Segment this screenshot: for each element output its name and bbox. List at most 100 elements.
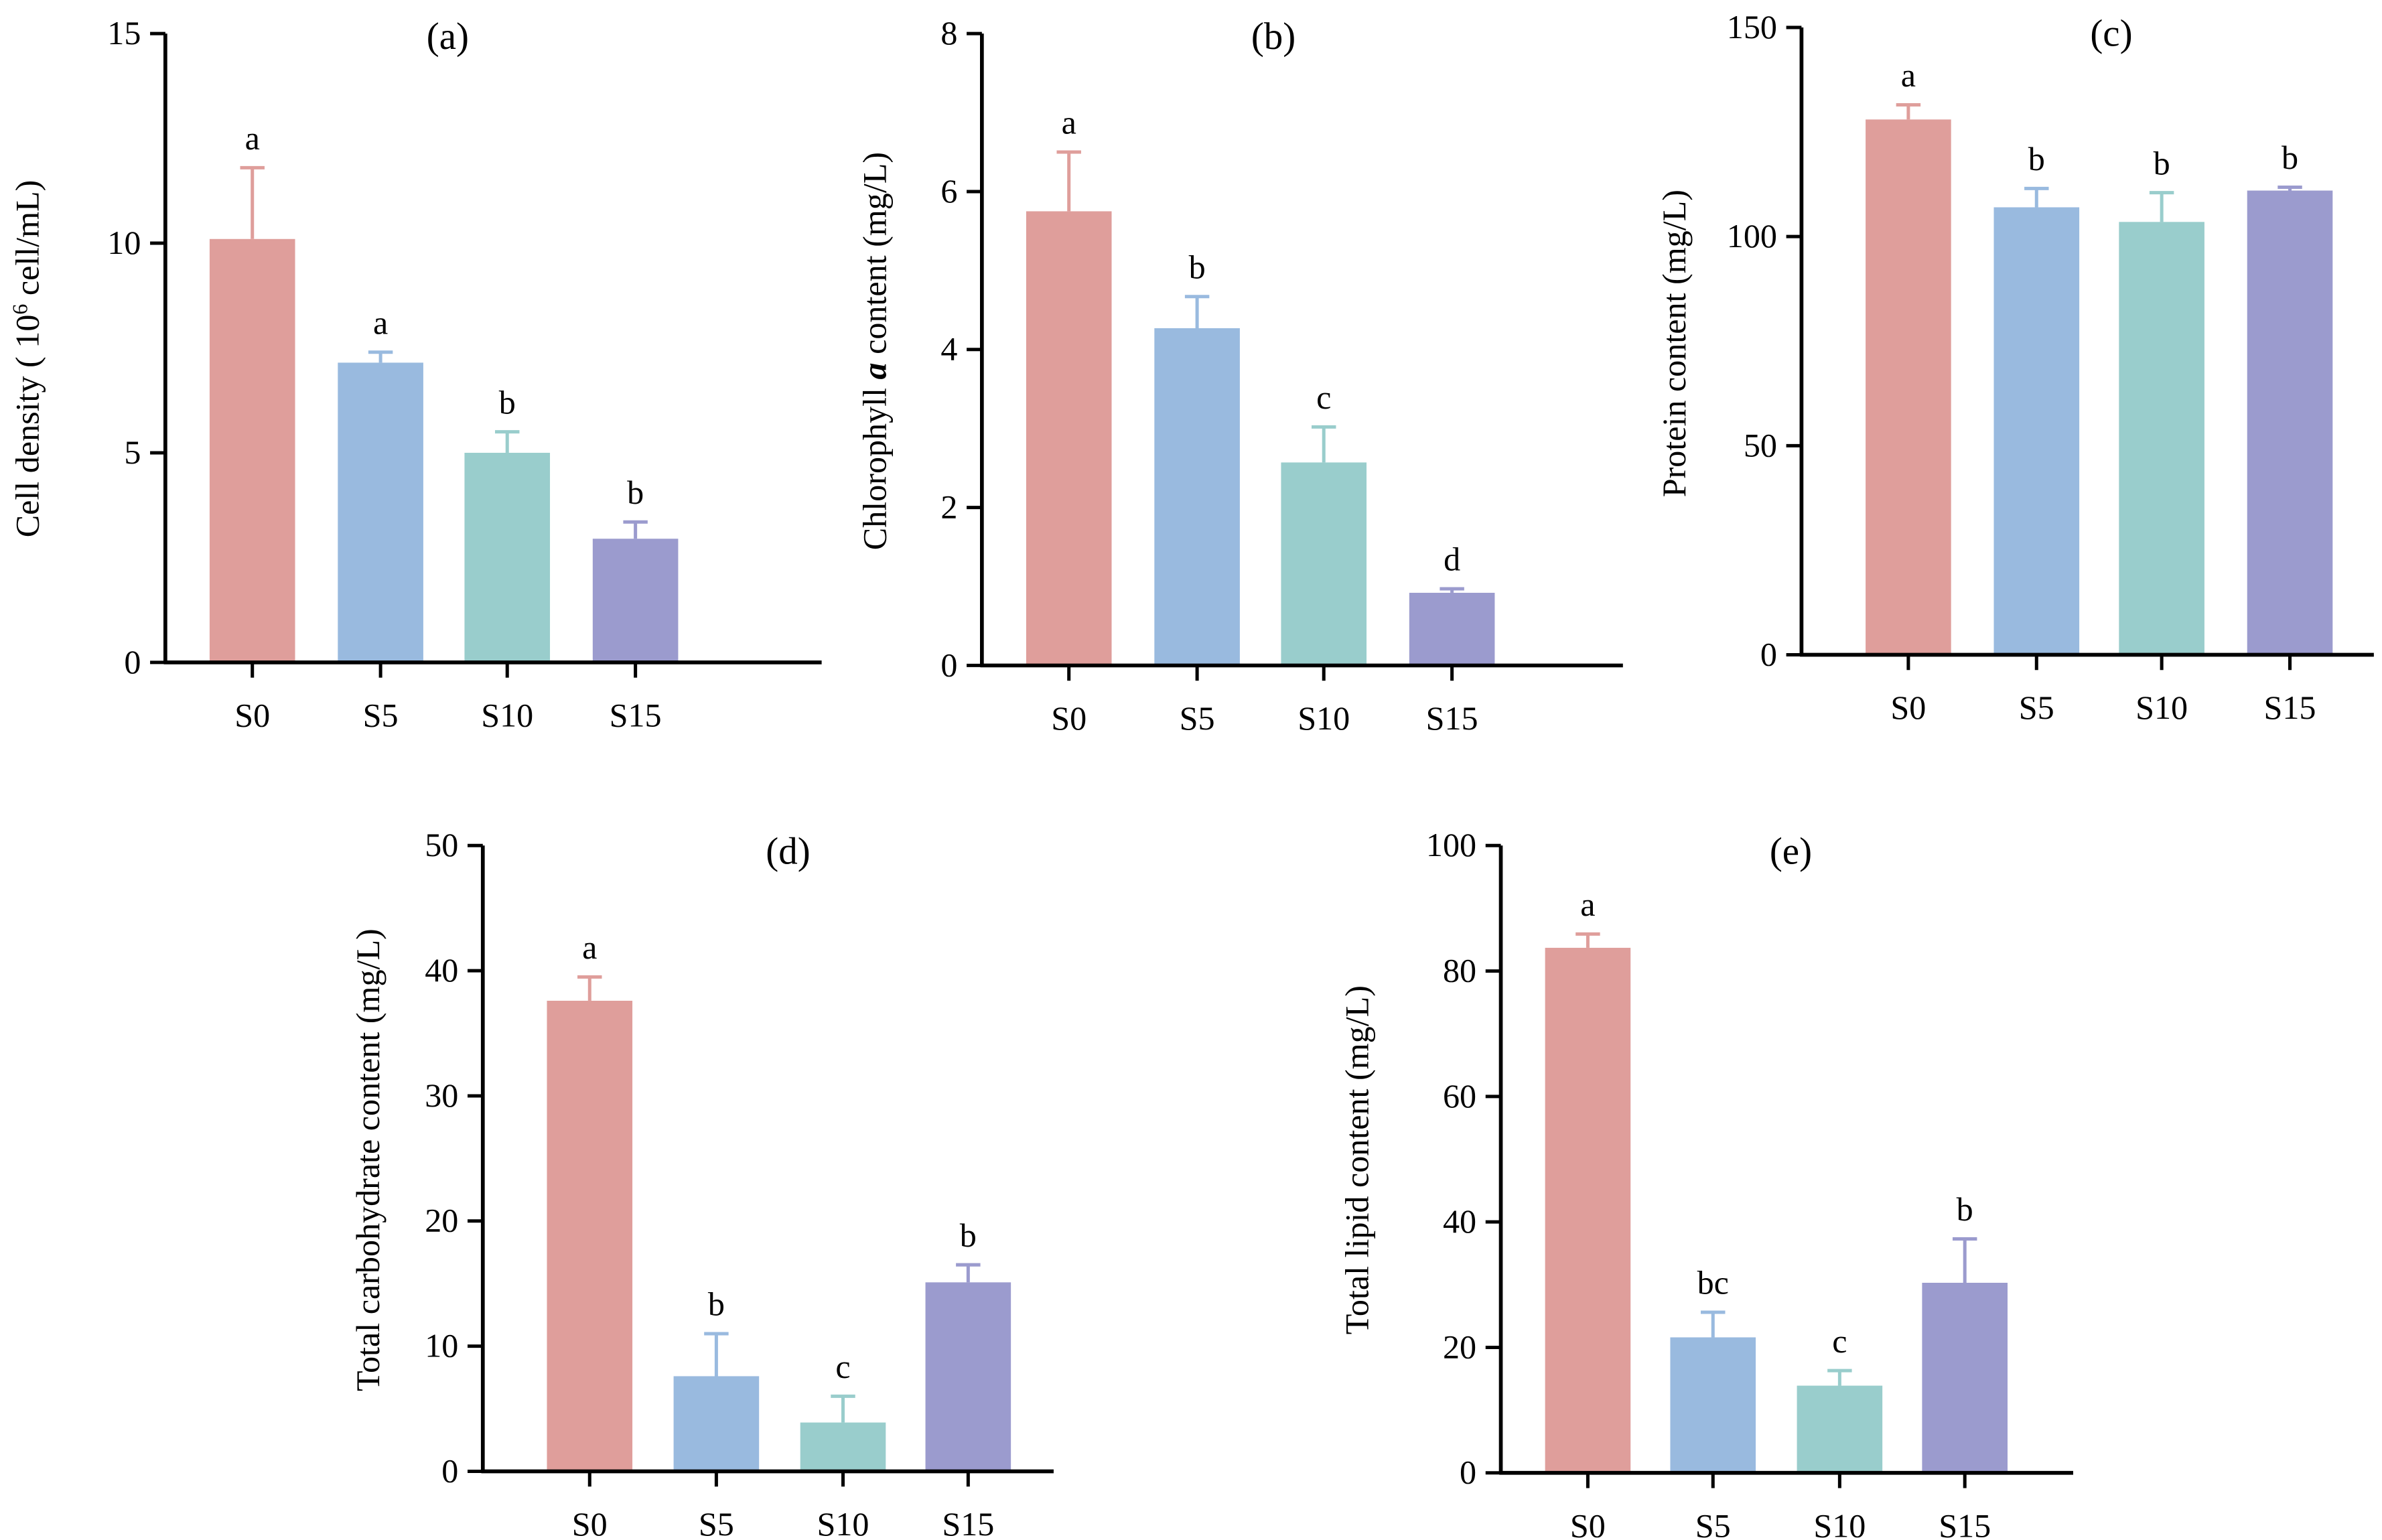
bar-S0 bbox=[209, 238, 295, 662]
significance-letter: b bbox=[627, 474, 644, 511]
y-tick-label: 40 bbox=[425, 951, 458, 989]
x-tick-label: S15 bbox=[1939, 1507, 1991, 1540]
x-tick-label: S0 bbox=[1890, 689, 1926, 726]
y-axis-label-part: Total carbohydrate content (mg/L) bbox=[349, 928, 387, 1391]
significance-letter: a bbox=[1062, 104, 1076, 141]
y-tick-label: 0 bbox=[441, 1452, 458, 1489]
y-axis-label-part: cell/mL) bbox=[9, 180, 46, 304]
y-tick-label: 10 bbox=[425, 1327, 458, 1364]
y-axis-label-part: content (mg/L) bbox=[855, 152, 893, 362]
y-tick-label: 60 bbox=[1443, 1077, 1476, 1115]
y-tick-label: 40 bbox=[1443, 1202, 1476, 1240]
chart-panel-c: a S0 b S5 b S10 b S15 0 50 100 150 (c) Protein conten… bbox=[1655, 8, 2374, 726]
x-tick-label: S5 bbox=[2019, 689, 2054, 726]
y-tick-label: 0 bbox=[1760, 635, 1777, 673]
y-tick-label: 0 bbox=[1460, 1454, 1476, 1491]
significance-letter: b bbox=[1957, 1190, 1973, 1228]
significance-letter: a bbox=[582, 928, 597, 966]
significance-letter: a bbox=[373, 303, 388, 341]
panel-title: (d) bbox=[766, 831, 810, 873]
y-tick-label: 4 bbox=[940, 330, 957, 368]
bar-S0 bbox=[547, 1000, 633, 1472]
x-tick-label: S0 bbox=[234, 697, 270, 734]
y-tick-label: 6 bbox=[940, 172, 957, 210]
bar-S5 bbox=[1993, 207, 2080, 655]
y-tick-label: 100 bbox=[1727, 217, 1777, 255]
y-tick-label: 20 bbox=[1443, 1328, 1476, 1365]
panel-title: (b) bbox=[1251, 15, 1295, 58]
bar-S10 bbox=[1797, 1385, 1883, 1473]
x-tick-label: S15 bbox=[942, 1505, 994, 1540]
bar-S10 bbox=[464, 452, 551, 662]
y-tick-label: 80 bbox=[1443, 952, 1476, 989]
x-tick-label: S15 bbox=[610, 697, 662, 734]
y-axis-label-part: a bbox=[855, 362, 893, 379]
bar-S10 bbox=[800, 1422, 886, 1472]
x-tick-label: S5 bbox=[699, 1505, 734, 1540]
bar-S5 bbox=[1154, 328, 1240, 666]
x-tick-label: S10 bbox=[481, 697, 533, 734]
significance-letter: a bbox=[245, 119, 260, 157]
significance-letter: a bbox=[1580, 886, 1595, 923]
y-axis-label: Total lipid content (mg/L) bbox=[1338, 985, 1375, 1334]
bar-S0 bbox=[1545, 947, 1631, 1473]
bar-S10 bbox=[2119, 222, 2204, 655]
x-tick-label: S15 bbox=[2264, 689, 2316, 726]
y-tick-label: 2 bbox=[940, 488, 957, 526]
x-tick-label: S10 bbox=[2135, 689, 2188, 726]
y-tick-label: 0 bbox=[124, 643, 141, 681]
y-tick-label: 100 bbox=[1426, 826, 1476, 863]
significance-letter: c bbox=[1832, 1322, 1847, 1360]
bar-S15 bbox=[2247, 190, 2333, 655]
significance-letter: bc bbox=[1697, 1264, 1729, 1302]
x-tick-label: S5 bbox=[363, 697, 399, 734]
x-tick-label: S0 bbox=[1051, 699, 1087, 737]
bar-S5 bbox=[338, 362, 423, 662]
significance-letter: b bbox=[960, 1216, 977, 1254]
y-axis-label: Cell density ( 106 cell/mL) bbox=[8, 180, 46, 538]
y-axis-label: Protein content (mg/L) bbox=[1655, 190, 1693, 497]
significance-letter: a bbox=[1901, 56, 1916, 94]
bar-S15 bbox=[925, 1282, 1011, 1472]
y-tick-label: 0 bbox=[940, 646, 957, 683]
bar-S15 bbox=[1922, 1282, 2008, 1473]
chart-panel-d: a S0 b S5 c S10 b S15 0 10 20 30 40 50 (d) Total carboh… bbox=[349, 826, 1054, 1540]
bar-S10 bbox=[1281, 462, 1367, 666]
y-tick-label: 150 bbox=[1727, 8, 1777, 46]
y-axis-label-part: Protein content (mg/L) bbox=[1655, 190, 1693, 497]
significance-letter: d bbox=[1444, 541, 1460, 578]
significance-letter: b bbox=[1189, 248, 1206, 285]
significance-letter: c bbox=[835, 1348, 850, 1385]
x-tick-label: S10 bbox=[1298, 699, 1350, 737]
bar-S15 bbox=[1409, 592, 1495, 666]
y-tick-label: 50 bbox=[1744, 426, 1777, 464]
x-tick-label: S10 bbox=[1813, 1507, 1866, 1540]
y-tick-label: 50 bbox=[425, 826, 458, 863]
bar-S5 bbox=[1670, 1337, 1756, 1473]
y-tick-label: 5 bbox=[124, 433, 141, 471]
x-tick-label: S15 bbox=[1426, 699, 1478, 737]
x-tick-label: S0 bbox=[572, 1505, 608, 1540]
x-tick-label: S10 bbox=[817, 1505, 869, 1540]
chart-panel-a: a S0 a S5 b S10 b S15 0 5 10 15 (a) Cell density ( 10… bbox=[8, 14, 822, 734]
y-axis-label-part: Chlorophyll bbox=[855, 379, 893, 550]
x-tick-label: S5 bbox=[1695, 1507, 1731, 1540]
y-tick-label: 30 bbox=[425, 1076, 458, 1114]
panel-title: (c) bbox=[2090, 12, 2132, 54]
panel-title: (a) bbox=[427, 15, 469, 58]
y-axis-label-part: Total lipid content (mg/L) bbox=[1338, 985, 1375, 1334]
y-axis-label-part: Cell density ( 10 bbox=[9, 315, 46, 538]
y-axis-label: Total carbohydrate content (mg/L) bbox=[349, 928, 387, 1391]
bar-S5 bbox=[673, 1376, 760, 1472]
y-tick-label: 15 bbox=[107, 14, 141, 52]
y-axis-label-part: 6 bbox=[8, 304, 31, 315]
significance-letter: b bbox=[2282, 139, 2298, 176]
x-tick-label: S5 bbox=[1180, 699, 1215, 737]
bar-S0 bbox=[1866, 119, 1951, 655]
significance-letter: b bbox=[708, 1285, 725, 1323]
bar-S15 bbox=[592, 539, 679, 662]
bar-S0 bbox=[1026, 211, 1112, 666]
chart-panel-b: a S0 b S5 c S10 d S15 0 2 4 6 8 (b) Chlorophyll a cont… bbox=[855, 14, 1623, 737]
y-axis-label: Chlorophyll a content (mg/L) bbox=[855, 152, 893, 550]
